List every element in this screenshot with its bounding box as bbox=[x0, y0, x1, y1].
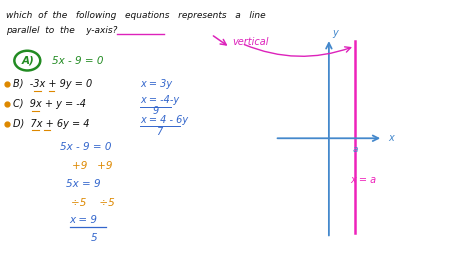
Text: 5x - 9 = 0: 5x - 9 = 0 bbox=[52, 56, 104, 66]
Text: +9   +9: +9 +9 bbox=[72, 161, 112, 171]
Text: 5: 5 bbox=[91, 233, 98, 243]
Text: x = 3y: x = 3y bbox=[140, 79, 173, 89]
Text: y: y bbox=[333, 28, 338, 38]
Text: B)  -3x + 9y = 0: B) -3x + 9y = 0 bbox=[13, 79, 92, 89]
Text: vertical: vertical bbox=[232, 37, 269, 47]
Text: 9: 9 bbox=[152, 106, 158, 117]
Text: ÷5    ÷5: ÷5 ÷5 bbox=[71, 198, 115, 208]
Text: A): A) bbox=[22, 56, 35, 66]
Text: which  of  the   following   equations   represents   a   line: which of the following equations represe… bbox=[6, 11, 266, 20]
Text: C)  9x + y = -4: C) 9x + y = -4 bbox=[13, 99, 86, 109]
Text: 5x - 9 = 0: 5x - 9 = 0 bbox=[60, 143, 112, 152]
Text: x = 9: x = 9 bbox=[70, 215, 98, 225]
Text: x = 4 - 6y: x = 4 - 6y bbox=[140, 115, 189, 125]
Text: x = -4-y: x = -4-y bbox=[140, 95, 180, 105]
Text: parallel  to  the    y-axis?: parallel to the y-axis? bbox=[6, 26, 118, 35]
Text: 5x = 9: 5x = 9 bbox=[66, 179, 101, 189]
Text: 7: 7 bbox=[156, 127, 162, 137]
Text: x = a: x = a bbox=[350, 175, 376, 185]
Text: x: x bbox=[389, 133, 394, 143]
Text: a: a bbox=[353, 145, 358, 154]
Text: D)  7x + 6y = 4: D) 7x + 6y = 4 bbox=[13, 119, 90, 129]
